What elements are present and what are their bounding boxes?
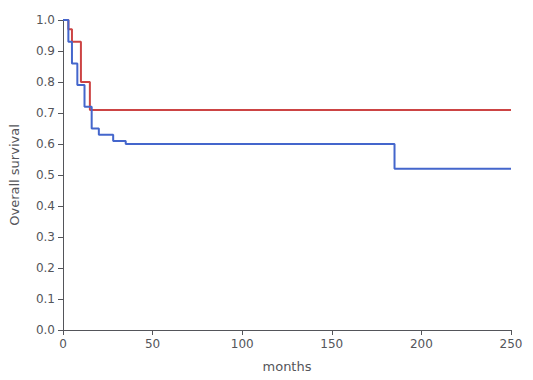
svg-text:200: 200 xyxy=(410,337,433,351)
svg-text:250: 250 xyxy=(500,337,523,351)
svg-text:0.2: 0.2 xyxy=(36,261,55,275)
svg-text:1.0: 1.0 xyxy=(36,13,55,27)
svg-text:months: months xyxy=(263,359,312,374)
svg-text:0.9: 0.9 xyxy=(36,44,55,58)
svg-text:50: 50 xyxy=(145,337,160,351)
svg-text:0.7: 0.7 xyxy=(36,106,55,120)
svg-text:0.8: 0.8 xyxy=(36,75,55,89)
svg-text:0.6: 0.6 xyxy=(36,137,55,151)
svg-text:150: 150 xyxy=(320,337,343,351)
svg-text:0.4: 0.4 xyxy=(36,199,55,213)
svg-text:100: 100 xyxy=(231,337,254,351)
svg-text:0.5: 0.5 xyxy=(36,168,55,182)
svg-text:0: 0 xyxy=(59,337,67,351)
svg-text:0.0: 0.0 xyxy=(36,323,55,337)
svg-text:0.3: 0.3 xyxy=(36,230,55,244)
svg-text:Overall survival: Overall survival xyxy=(7,124,22,226)
svg-text:0.1: 0.1 xyxy=(36,292,55,306)
